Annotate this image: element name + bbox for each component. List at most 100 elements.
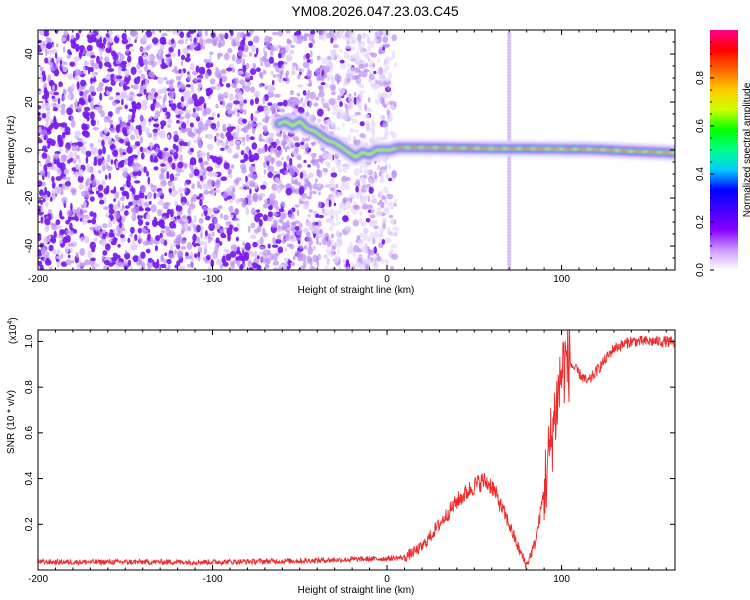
noise-dot xyxy=(145,248,151,254)
noise-dot xyxy=(296,164,303,169)
noise-dot xyxy=(186,53,191,58)
noise-dot xyxy=(82,204,85,209)
noise-dot xyxy=(84,125,89,131)
noise-dot xyxy=(205,119,212,127)
noise-dot xyxy=(275,160,283,167)
artifact-dot xyxy=(507,80,512,84)
noise-dot xyxy=(139,120,147,128)
noise-dot xyxy=(53,117,57,125)
noise-dot xyxy=(306,196,312,200)
noise-dot xyxy=(259,192,266,198)
noise-dot xyxy=(90,119,96,127)
noise-dot xyxy=(348,133,352,142)
noise-dot xyxy=(78,213,85,219)
noise-dot xyxy=(317,118,322,124)
noise-dot xyxy=(68,230,74,236)
noise-dot xyxy=(286,39,293,45)
noise-dot xyxy=(305,142,309,152)
noise-dot xyxy=(275,67,280,72)
noise-dot xyxy=(378,30,384,37)
noise-dot xyxy=(157,200,164,206)
noise-dot xyxy=(235,177,242,182)
noise-dot xyxy=(246,32,251,37)
noise-dot xyxy=(137,150,140,157)
noise-dot xyxy=(339,59,345,64)
noise-dot xyxy=(65,147,69,154)
noise-dot xyxy=(97,158,102,166)
noise-dot xyxy=(44,169,48,178)
noise-dot xyxy=(214,245,219,254)
noise-dot xyxy=(268,56,274,64)
noise-dot xyxy=(120,91,128,99)
noise-dot xyxy=(183,163,188,168)
noise-dot xyxy=(159,130,166,139)
noise-dot xyxy=(126,146,133,154)
noise-dot xyxy=(92,178,97,187)
noise-dot xyxy=(282,141,286,148)
artifact-dot xyxy=(507,201,512,206)
noise-dot xyxy=(169,243,173,252)
noise-dot xyxy=(138,128,142,136)
artifact-dot xyxy=(507,32,512,36)
noise-dot xyxy=(180,192,183,198)
colorbar: 0.0 0.2 0.4 0.6 0.8 Normalized spectral ampl… xyxy=(695,30,750,277)
noise-dot xyxy=(353,96,357,105)
noise-dot xyxy=(145,207,151,212)
noise-dot xyxy=(70,104,74,109)
noise-dot xyxy=(90,55,96,59)
noise-dot xyxy=(297,84,304,88)
noise-dot xyxy=(177,251,183,259)
noise-dot xyxy=(108,96,114,101)
noise-dot xyxy=(262,96,266,105)
noise-dot xyxy=(172,185,176,192)
noise-dot xyxy=(327,107,331,112)
noise-dot xyxy=(381,258,385,265)
artifact-dot xyxy=(507,131,512,135)
noise-dot xyxy=(184,109,191,114)
noise-dot xyxy=(180,96,185,103)
noise-dot xyxy=(105,185,110,191)
noise-dot xyxy=(213,223,221,230)
noise-dot xyxy=(145,78,149,87)
noise-dot xyxy=(104,56,110,63)
noise-dot xyxy=(44,148,48,153)
noise-dot xyxy=(196,180,201,189)
noise-dot xyxy=(325,248,332,254)
noise-dot xyxy=(393,231,398,237)
noise-dot xyxy=(380,201,385,209)
noise-dot xyxy=(47,74,51,83)
noise-dot xyxy=(274,238,282,244)
y-tick-label: 1.0 xyxy=(24,334,35,348)
noise-dot xyxy=(156,76,164,85)
noise-dot xyxy=(65,259,73,266)
noise-dot xyxy=(306,213,312,218)
noise-dot xyxy=(223,162,230,170)
noise-dot xyxy=(131,187,136,195)
noise-dot xyxy=(112,149,119,157)
noise-dot xyxy=(74,98,78,107)
noise-dot xyxy=(359,91,363,100)
artifact-dot xyxy=(507,182,512,187)
noise-dot xyxy=(178,265,186,270)
noise-dot xyxy=(332,44,339,49)
noise-dot xyxy=(292,62,297,67)
noise-dot xyxy=(40,216,44,224)
noise-dot xyxy=(150,154,154,163)
noise-dot xyxy=(272,253,278,262)
noise-dot xyxy=(329,156,334,162)
x-tick-label: -200 xyxy=(28,274,48,285)
noise-dot xyxy=(309,266,316,270)
noise-dot xyxy=(345,176,351,182)
artifact-dot xyxy=(507,61,512,65)
noise-dot xyxy=(193,77,198,83)
noise-dot xyxy=(185,119,190,125)
noise-dot xyxy=(244,85,251,92)
noise-dot xyxy=(324,161,331,167)
noise-dot xyxy=(273,212,279,217)
noise-dot xyxy=(39,264,44,270)
noise-dot xyxy=(305,53,311,60)
noise-dot xyxy=(119,79,124,87)
noise-dot xyxy=(373,70,377,75)
noise-dot xyxy=(215,103,219,109)
noise-dot xyxy=(169,173,175,182)
